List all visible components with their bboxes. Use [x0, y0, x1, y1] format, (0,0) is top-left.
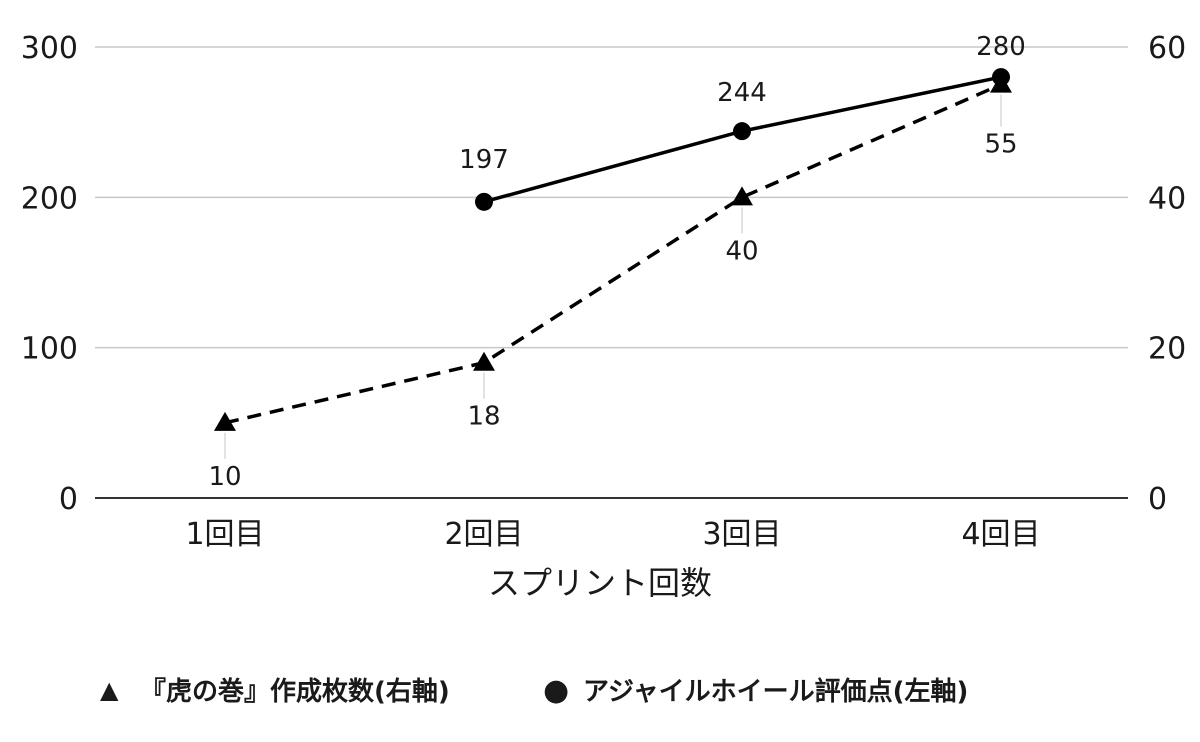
data-label: 280: [976, 32, 1026, 62]
circle-marker: [992, 68, 1010, 87]
triangle-marker: [473, 351, 495, 371]
category-labels: 1回目 2回目 3回目 4回目: [185, 517, 1040, 552]
right-tick-label: 20: [1148, 332, 1186, 367]
category-label: 4回目: [961, 517, 1040, 552]
category-label: 1回目: [185, 517, 264, 552]
legend: ▲ 『虎の巻』作成枚数(右軸) ● アジャイルホイール評価点(左軸): [100, 673, 968, 708]
data-label: 55: [984, 130, 1017, 160]
triangle-marker: [214, 411, 236, 431]
legend-triangle-marker: ▲: [100, 676, 119, 704]
circle-marker: [733, 122, 751, 141]
left-axis-ticks: 0 100 200 300: [21, 31, 78, 517]
left-tick-label: 0: [59, 482, 78, 517]
data-labels: 10 18 40 55 197 244 280: [208, 32, 1025, 492]
right-tick-label: 0: [1148, 482, 1167, 517]
right-tick-label: 60: [1148, 31, 1186, 66]
legend-circle-marker: ●: [543, 673, 569, 708]
series-lines: [224, 75, 1002, 425]
series-line-worksheets: [224, 82, 1002, 425]
right-axis-ticks: 0 20 40 60: [1148, 31, 1186, 517]
right-tick-label: 40: [1148, 181, 1186, 216]
category-label: 3回目: [702, 517, 781, 552]
data-label: 10: [208, 462, 241, 492]
series-markers: [214, 68, 1012, 431]
data-label: 18: [467, 402, 500, 432]
triangle-marker: [731, 186, 753, 206]
data-label: 244: [717, 78, 767, 108]
data-label: 197: [459, 145, 509, 175]
left-tick-label: 200: [21, 181, 78, 216]
category-label: 2回目: [444, 517, 523, 552]
data-label: 40: [725, 236, 758, 266]
legend-series-1-label: 『虎の巻』作成枚数(右軸): [140, 676, 450, 707]
circle-marker: [475, 192, 493, 211]
gridlines: [95, 46, 1128, 349]
legend-series-2-label: アジャイルホイール評価点(左軸): [583, 676, 968, 707]
left-tick-label: 100: [21, 332, 78, 367]
left-tick-label: 300: [21, 31, 78, 66]
x-axis-title: スプリント回数: [488, 564, 712, 602]
